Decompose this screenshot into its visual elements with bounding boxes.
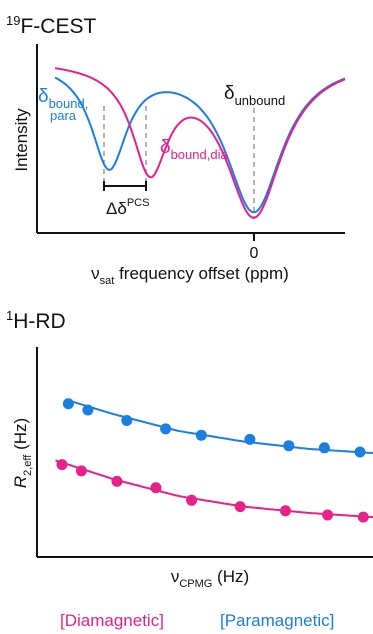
cest-series-bound-para [54, 76, 346, 214]
bound-para-label-line2: para [50, 108, 77, 123]
rd-x-axis-label: νCPMG (Hz) [171, 567, 249, 590]
rd-xlabel-sub: CPMG [179, 578, 212, 590]
rd-point-paramagnetic-0 [62, 398, 74, 410]
rd-point-paramagnetic-3 [160, 423, 172, 435]
cest-xlabel-rest: frequency offset (ppm) [114, 264, 289, 283]
rd-point-paramagnetic-7 [318, 442, 330, 454]
cest-y-axis-label: Intensity [12, 108, 31, 172]
rd-marks [55, 398, 373, 523]
pcs-label: ΔδPCS [106, 197, 149, 218]
rd-point-diamagnetic-7 [322, 509, 334, 521]
rd-point-paramagnetic-2 [121, 415, 133, 426]
cest-xlabel-sub: sat [100, 275, 115, 287]
rd-point-paramagnetic-6 [283, 440, 295, 452]
bound-para-label: δbound, [38, 86, 88, 111]
rd-point-diamagnetic-6 [280, 505, 291, 517]
rd-point-diamagnetic-2 [111, 475, 123, 487]
rd-point-paramagnetic-1 [82, 404, 94, 416]
rd-point-paramagnetic-5 [244, 433, 256, 445]
legend-diamagnetic: [Diamagnetic] [60, 611, 164, 630]
rd-panel: 1H-RD R2,eff (Hz) νCPMG (Hz) [6, 308, 373, 590]
rd-point-diamagnetic-8 [357, 511, 369, 523]
rd-y-axis-label: R2,eff (Hz) [11, 418, 34, 488]
rd-panel-title: 1H-RD [6, 308, 66, 333]
rd-title-main: H-RD [13, 310, 66, 333]
bound-dia-label: δbound,dia [160, 137, 228, 162]
bound-dia-main: δ [160, 137, 171, 158]
unbound-sub: unbound [235, 93, 286, 108]
rd-point-paramagnetic-8 [354, 446, 366, 458]
cest-series-bound-dia [54, 67, 346, 219]
bound-dia-sub: bound,dia [171, 147, 229, 162]
bound-para-main: δ [38, 86, 49, 107]
rd-xlabel-main: ν [171, 567, 180, 586]
rd-xlabel-rest: (Hz) [212, 567, 249, 586]
unbound-main: δ [224, 83, 235, 104]
rd-ylabel-rest: (Hz) [11, 418, 30, 455]
cest-panel: 19F-CEST 0 Intensity νsat frequency offs… [6, 13, 346, 287]
cest-title-main: F-CEST [20, 15, 96, 38]
cest-zero-tick-label: 0 [250, 245, 259, 262]
rd-fit-diamagnetic [55, 459, 373, 519]
pcs-label-main: Δδ [106, 199, 127, 218]
rd-point-diamagnetic-4 [186, 494, 198, 506]
unbound-label: δunbound [224, 83, 285, 108]
rd-ylabel-sub: 2,eff [22, 454, 34, 476]
cest-x-axis-label: νsat frequency offset (ppm) [91, 264, 289, 287]
rd-point-diamagnetic-5 [234, 501, 246, 513]
cest-title-sup: 19 [6, 13, 20, 28]
bound-para-sub1: bound, [49, 96, 89, 111]
rd-point-diamagnetic-3 [150, 482, 162, 494]
legend-paramagnetic: [Paramagnetic] [220, 611, 334, 630]
cest-xlabel-nu: ν [91, 264, 100, 283]
rd-point-diamagnetic-1 [75, 465, 87, 477]
pcs-label-sup: PCS [127, 197, 150, 209]
rd-point-paramagnetic-4 [195, 429, 207, 441]
rd-point-diamagnetic-0 [56, 459, 68, 471]
rd-ylabel-main: R [11, 476, 30, 488]
rd-title-sup: 1 [6, 308, 13, 323]
cest-panel-title: 19F-CEST [6, 13, 96, 38]
